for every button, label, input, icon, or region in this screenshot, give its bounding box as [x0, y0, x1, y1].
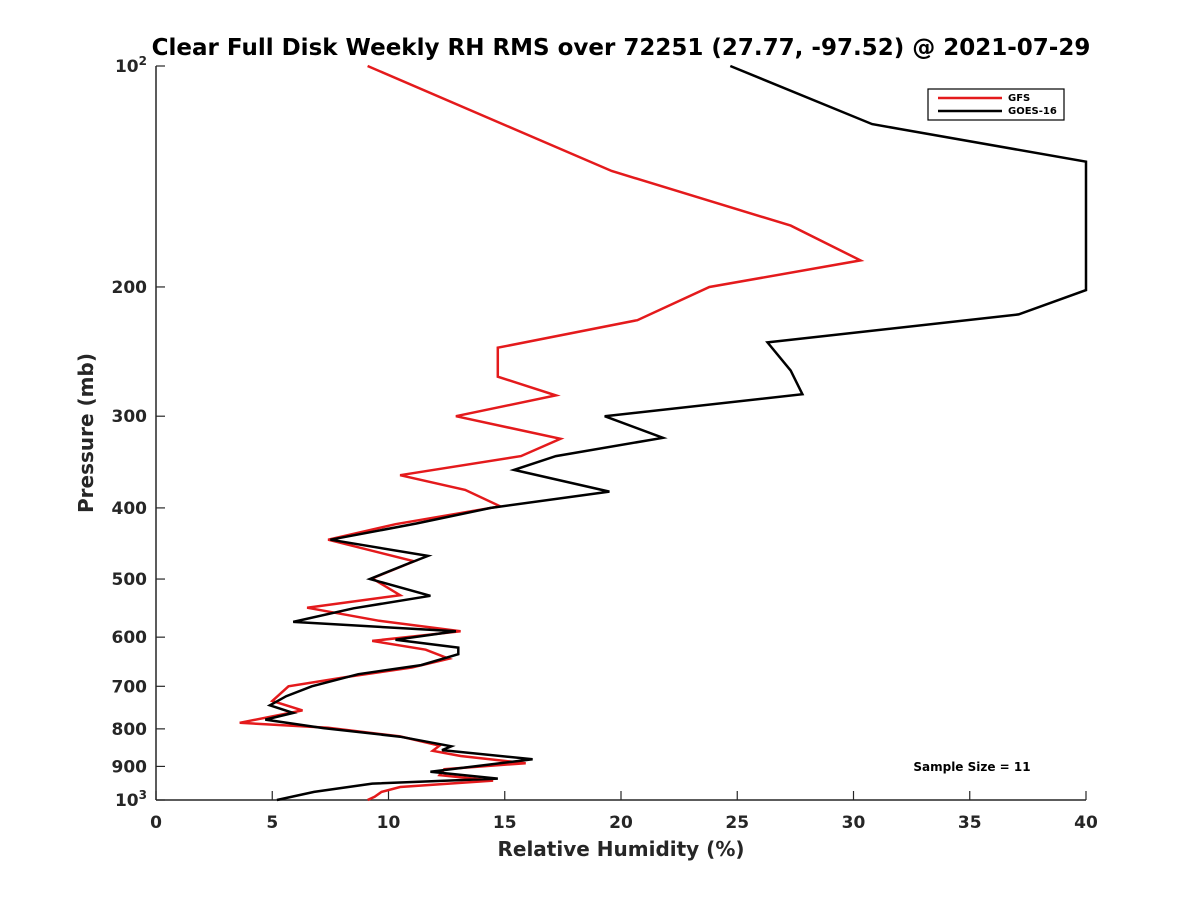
y-tick-label: 400 [112, 499, 148, 519]
y-tick-label: 800 [112, 720, 148, 740]
series-layer [239, 64, 1088, 802]
x-tick-label: 15 [493, 813, 517, 833]
x-axis-label: Relative Humidity (%) [497, 837, 744, 861]
x-tick-label: 40 [1074, 813, 1098, 833]
legend-label-goes16: GOES-16 [1008, 106, 1057, 117]
y-axis-ticks: 102 200 300 400 500 600 700 800 900 103 [112, 54, 165, 811]
x-tick-label: 0 [150, 813, 162, 833]
legend-box [927, 88, 1065, 121]
legend-label-gfs: GFS [1008, 93, 1030, 104]
series-line-goes-16 [265, 64, 1088, 802]
x-tick-label: 35 [958, 813, 982, 833]
x-tick-label: 30 [842, 813, 866, 833]
y-tick-label: 102 [115, 54, 147, 77]
y-tick-label: 300 [112, 407, 148, 427]
y-tick-label: 900 [112, 757, 148, 777]
y-axis-label: Pressure (mb) [74, 353, 98, 513]
y-tick-label: 700 [112, 677, 148, 697]
x-tick-label: 25 [725, 813, 749, 833]
y-tick-label: 103 [115, 788, 147, 811]
series-line-gfs [239, 64, 865, 802]
y-tick-label: 600 [112, 628, 148, 648]
legend: GFS GOES-16 [927, 88, 1065, 121]
sample-size-annotation: Sample Size = 11 [913, 760, 1030, 774]
x-tick-label: 10 [377, 813, 401, 833]
y-tick-label: 200 [112, 278, 148, 298]
y-tick-label: 500 [112, 570, 148, 590]
x-axis-ticks: 0 5 10 15 20 25 30 35 40 [150, 791, 1098, 833]
chart-title: Clear Full Disk Weekly RH RMS over 72251… [152, 35, 1091, 61]
x-tick-label: 5 [266, 813, 278, 833]
x-tick-label: 20 [609, 813, 633, 833]
